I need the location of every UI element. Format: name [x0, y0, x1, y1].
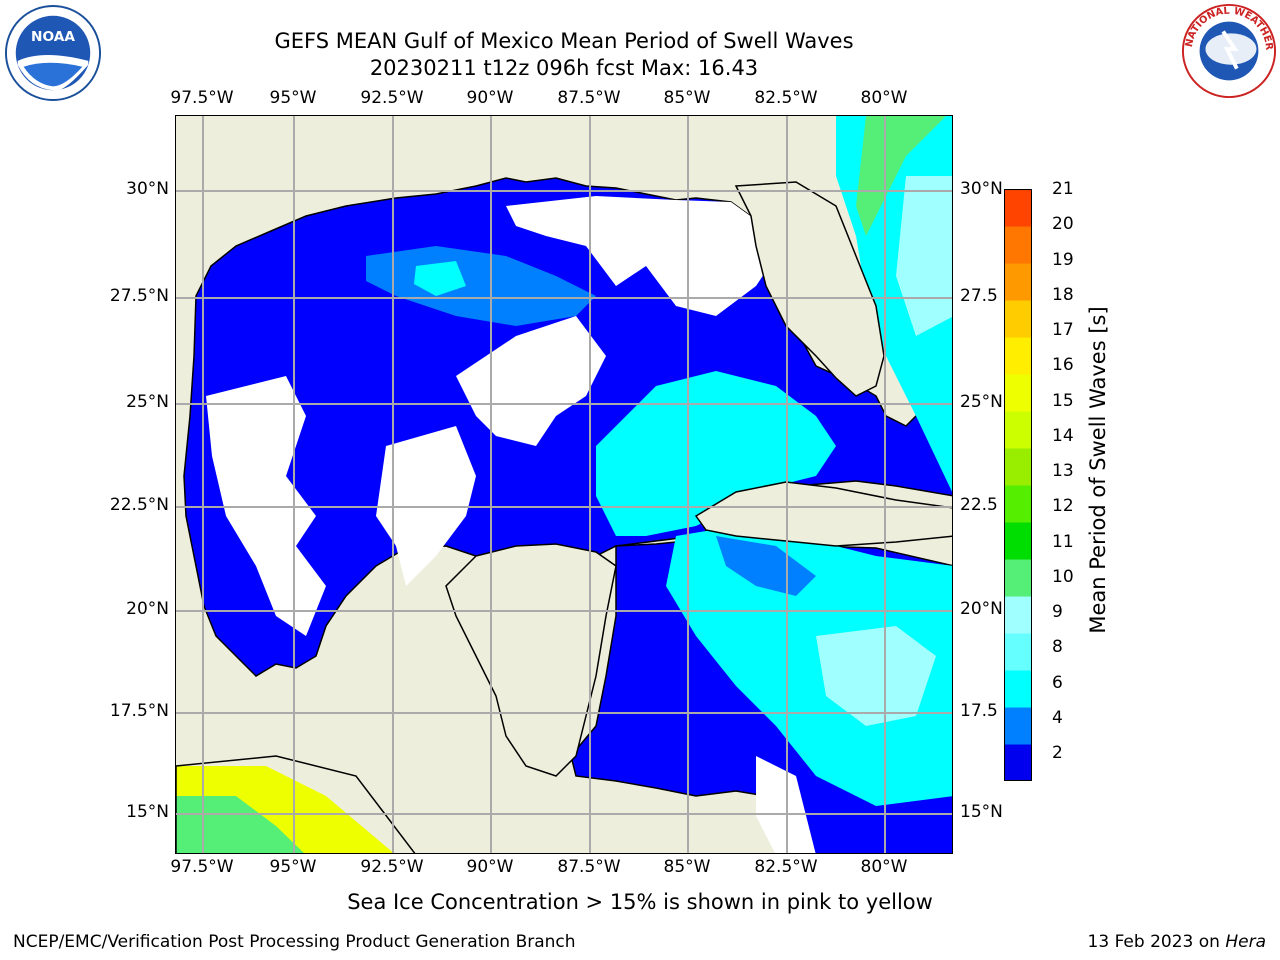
noaa-logo-text: NOAA [31, 29, 75, 45]
colorbar-segment-5 [1004, 559, 1032, 597]
colorbar-segment-6 [1004, 522, 1032, 560]
lon-label-top-4: 87.5°W [557, 88, 621, 108]
lon-label-top-5: 85°W [663, 88, 711, 108]
lat-label-right-0: 30°N [960, 179, 1003, 199]
lon-label-top-1: 95°W [269, 88, 317, 108]
yucatan-land [445, 543, 617, 777]
colorbar-tick-13: 18 [1052, 284, 1074, 305]
colorbar-segment-7 [1004, 485, 1032, 523]
colorbar-segment-15 [1004, 189, 1032, 227]
lon-label-bottom-5: 85°W [663, 857, 711, 877]
map-grid [176, 116, 952, 853]
lat-label-right-6: 15°N [960, 802, 1003, 822]
lon-label-top-2: 92.5°W [360, 88, 424, 108]
colorbar-tick-3: 8 [1052, 637, 1063, 658]
colorbar [1004, 189, 1032, 781]
lon-label-top-6: 82.5°W [754, 88, 818, 108]
colorbar-tick-0: 2 [1052, 743, 1063, 763]
lon-label-bottom-6: 82.5°W [754, 857, 818, 877]
colorbar-tick-14: 19 [1052, 249, 1074, 270]
colorbar-segment-2 [1004, 670, 1032, 708]
colorbar-segment-1 [1004, 707, 1032, 745]
lon-label-bottom-2: 92.5°W [360, 857, 424, 877]
colorbar-segment-10 [1004, 374, 1032, 412]
colorbar-tick-11: 16 [1052, 355, 1074, 376]
sea-ice-note: Sea Ice Concentration > 15% is shown in … [347, 890, 933, 914]
map-svg [176, 116, 952, 853]
lat-label-left-1: 27.5°N [109, 286, 169, 306]
atlantic-band [856, 116, 946, 236]
east-gulf-cyan [596, 371, 836, 536]
colorbar-tick-16: 21 [1052, 179, 1074, 199]
colorbar-tick-2: 6 [1052, 672, 1063, 693]
colorbar-tick-8: 13 [1052, 461, 1074, 481]
lon-label-bottom-1: 95°W [269, 857, 317, 877]
lat-label-left-0: 30°N [126, 179, 169, 199]
footer-date-text: 13 Feb 2023 on [1087, 932, 1226, 952]
lon-label-bottom-0: 97.5°W [170, 857, 234, 877]
pacific-green [176, 796, 304, 853]
gulf-ocean [183, 177, 952, 677]
colorbar-tick-4: 9 [1052, 602, 1063, 622]
footer-credit: NCEP/EMC/Verification Post Processing Pr… [13, 932, 576, 952]
florida-land [734, 181, 885, 397]
lat-label-left-3: 22.5°N [109, 495, 169, 515]
colorbar-segment-0 [1004, 744, 1032, 781]
colorbar-tick-12: 17 [1052, 320, 1074, 340]
colorbar-segment-9 [1004, 411, 1032, 449]
colorbar-segment-13 [1004, 263, 1032, 301]
lat-label-left-5: 17.5°N [109, 701, 169, 721]
map-panel[interactable] [175, 115, 953, 854]
lon-label-bottom-4: 87.5°W [557, 857, 621, 877]
colorbar-tick-15: 20 [1052, 214, 1074, 235]
lat-label-right-2: 25°N [960, 392, 1003, 412]
noaa-logo-icon: NOAA [4, 4, 102, 102]
chart-title: GEFS MEAN Gulf of Mexico Mean Period of … [274, 29, 854, 53]
colorbar-border [1004, 189, 1032, 781]
footer-date: 13 Feb 2023 on Hera [1088, 932, 1266, 952]
colorbar-segment-8 [1004, 448, 1032, 486]
footer-host: Hera [1225, 932, 1266, 952]
lat-label-left-4: 20°N [126, 599, 169, 619]
central-america-land [176, 755, 416, 853]
lon-label-top-0: 97.5°W [170, 88, 234, 108]
colorbar-segment-3 [1004, 633, 1032, 671]
nws-logo-icon: NATIONAL WEATHER SERVICE [1180, 2, 1277, 99]
colorbar-tick-7: 12 [1052, 496, 1074, 517]
colorbar-tick-9: 14 [1052, 425, 1074, 446]
colorbar-segment-12 [1004, 300, 1032, 338]
lat-label-right-5: 17.5 [960, 701, 998, 721]
atlantic-light [896, 176, 952, 336]
colorbar-tick-6: 11 [1052, 531, 1074, 552]
lat-label-left-2: 25°N [126, 392, 169, 412]
lon-label-bottom-3: 90°W [466, 857, 514, 877]
lat-label-right-3: 22.5 [960, 495, 998, 515]
lat-label-left-6: 15°N [126, 802, 169, 822]
lon-label-top-7: 80°W [860, 88, 908, 108]
lon-label-bottom-7: 80°W [860, 857, 908, 877]
lat-label-right-4: 20°N [960, 599, 1003, 619]
gulf-calm-north [506, 196, 776, 316]
gulf-swell-high [414, 261, 466, 296]
caribbean-cyan [666, 526, 952, 806]
colorbar-title: Mean Period of Swell Waves [s] [1086, 306, 1110, 634]
colorbar-segment-11 [1004, 337, 1032, 375]
colorbar-segment-14 [1004, 226, 1032, 264]
colorbar-tick-10: 15 [1052, 390, 1074, 411]
colorbar-tick-5: 10 [1052, 566, 1074, 587]
lon-label-top-3: 90°W [466, 88, 514, 108]
colorbar-segment-4 [1004, 596, 1032, 634]
colorbar-tick-1: 4 [1052, 707, 1063, 728]
caribbean-light [816, 626, 936, 726]
lat-label-right-1: 27.5 [960, 286, 998, 306]
caribbean-calm [756, 756, 816, 853]
caribbean-mid [716, 536, 816, 596]
chart-subtitle: 20230211 t12z 096h fcst Max: 16.43 [369, 56, 759, 80]
gulf-calm-center [456, 316, 606, 446]
